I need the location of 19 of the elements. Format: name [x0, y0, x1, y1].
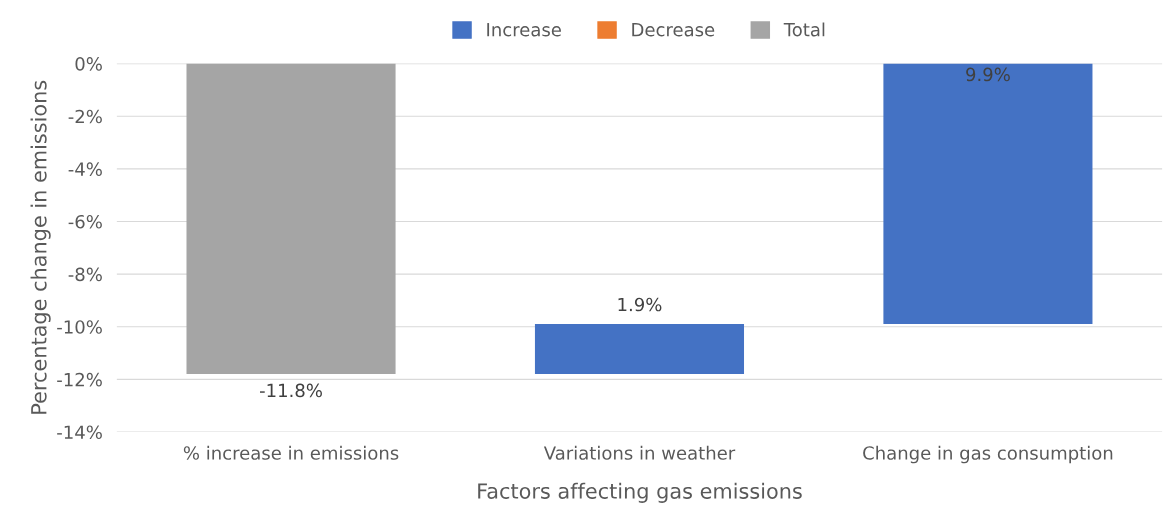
- x-axis-title: Factors affecting gas emissions: [478, 482, 802, 503]
- y-tick-label: -12%: [57, 372, 102, 387]
- x-tick-label: % increase in emissions: [183, 445, 399, 460]
- x-tick-label: Variations in weather: [543, 445, 736, 460]
- y-tick-label: -4%: [68, 162, 102, 176]
- y-tick-label: -8%: [68, 267, 102, 282]
- y-tick-label: -14%: [57, 425, 102, 440]
- y-tick-label: 0%: [75, 57, 102, 71]
- data-label: 1.9%: [618, 297, 662, 312]
- x-tick-label: Change in gas consumption: [863, 445, 1113, 464]
- legend-label: Decrease: [632, 23, 715, 37]
- y-axis-title: Percentage change in emissions: [30, 80, 51, 414]
- data-label: -11.8%: [259, 383, 322, 398]
- y-tick-label: -10%: [57, 320, 102, 334]
- legend-label: Total: [783, 22, 825, 37]
- data-label: 9.9%: [966, 67, 1010, 82]
- y-tick-label: -6%: [68, 214, 102, 229]
- legend-label: Increase: [487, 23, 561, 37]
- y-tick-label: -2%: [68, 109, 102, 124]
